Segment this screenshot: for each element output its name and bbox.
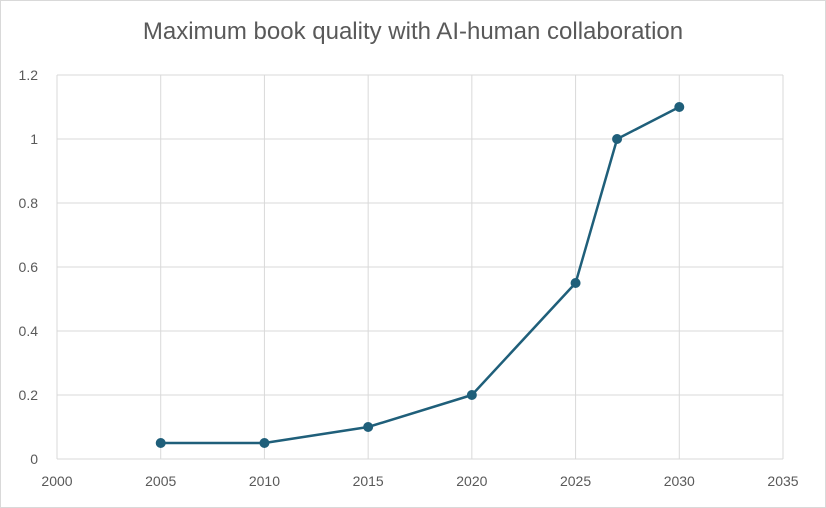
y-tick-label: 0: [30, 451, 38, 467]
y-tick-label: 0.8: [19, 195, 39, 211]
series-line: [160, 105, 680, 445]
x-tick-label: 2015: [353, 473, 384, 489]
chart-title: Maximum book quality with AI-human colla…: [142, 18, 684, 45]
y-tick-label: 1.2: [19, 67, 39, 83]
y-tick-label: 0.2: [19, 387, 39, 403]
y-tick-label: 1: [30, 131, 38, 147]
x-tick-label: 2020: [456, 473, 487, 489]
data-point: [570, 278, 581, 288]
y-tick-label: 0.4: [19, 323, 39, 339]
data-point: [466, 390, 477, 400]
x-tick-label: 2025: [560, 473, 591, 489]
data-point: [674, 102, 685, 112]
data-point: [259, 438, 270, 448]
data-point: [155, 438, 166, 448]
data-point: [612, 134, 623, 144]
y-tick-label: 0.6: [19, 259, 39, 275]
x-tick-label: 2030: [664, 473, 695, 489]
x-tick-label: 2035: [767, 473, 798, 489]
data-point: [363, 422, 374, 432]
x-tick-label: 2005: [145, 473, 176, 489]
x-tick-label: 2010: [249, 473, 280, 489]
x-tick-label: 2000: [41, 473, 72, 489]
